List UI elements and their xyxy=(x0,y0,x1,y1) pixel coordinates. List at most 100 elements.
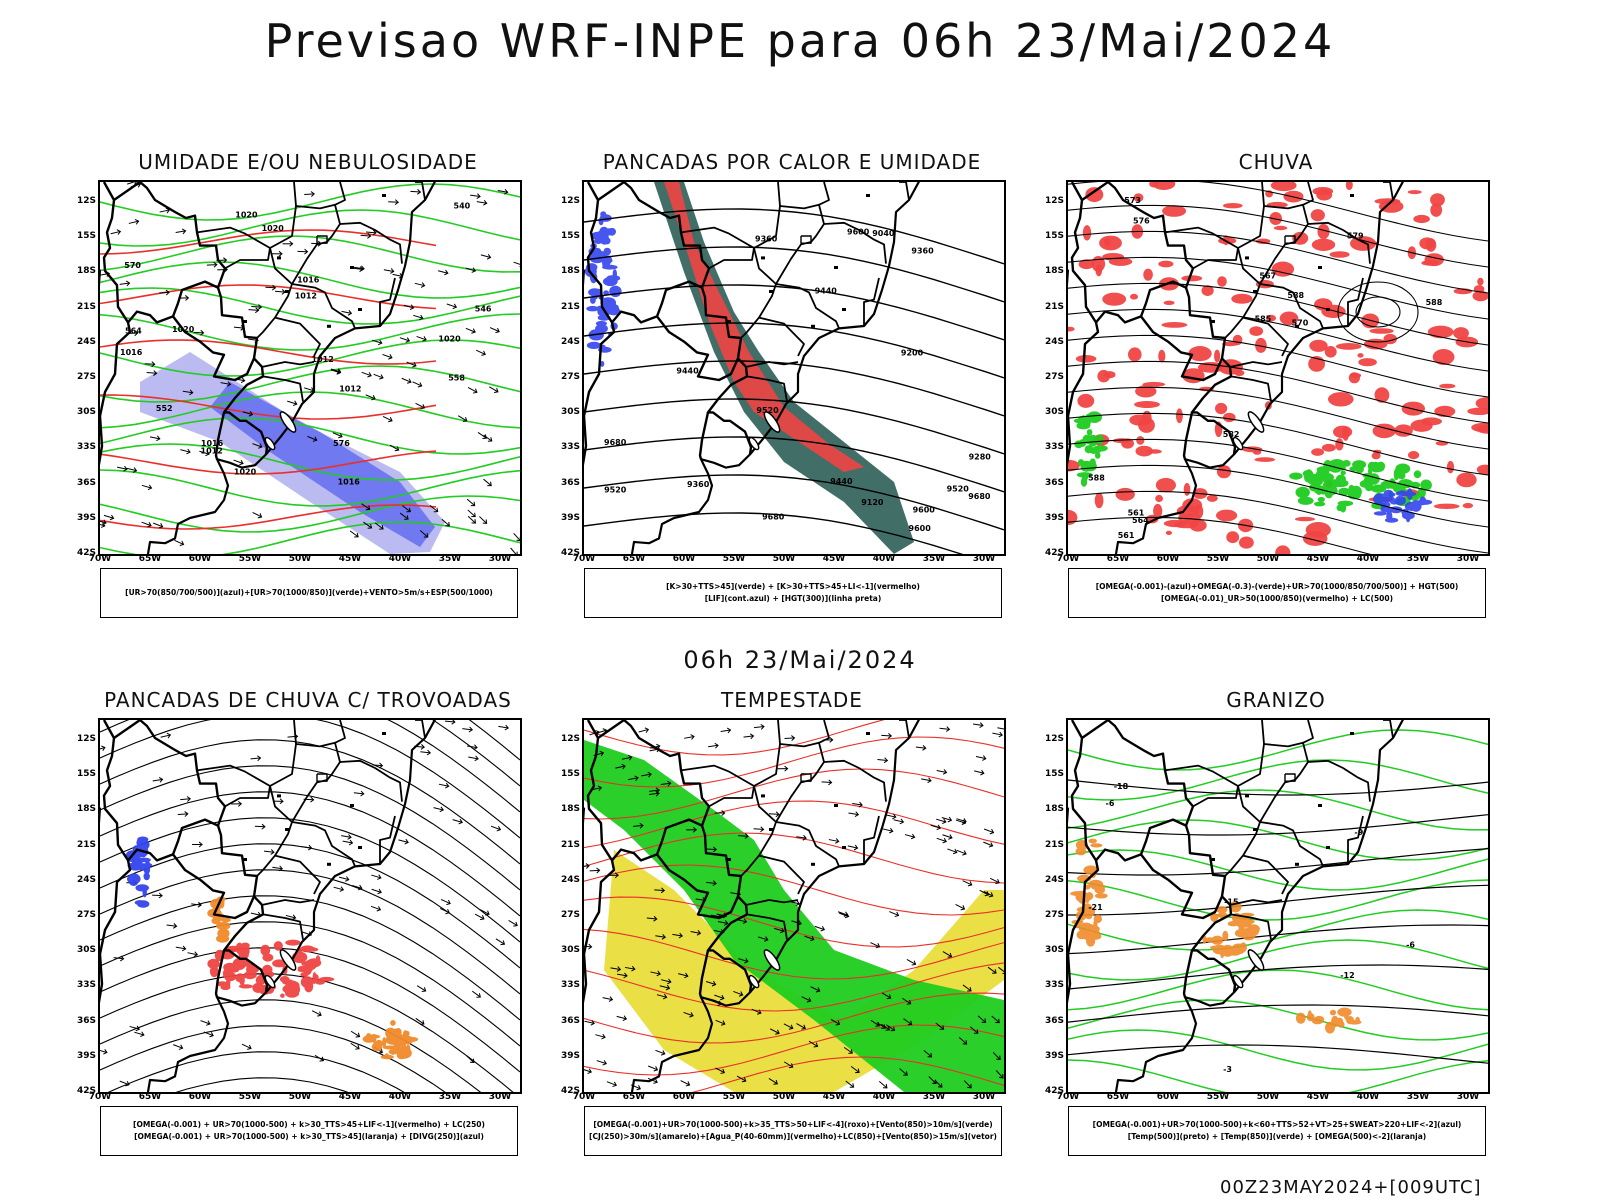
longitude-label: 35W xyxy=(1406,1092,1430,1102)
rain-fill-red xyxy=(1085,187,1104,203)
longitude-label: 65W xyxy=(1106,1092,1130,1102)
political-border xyxy=(584,182,616,466)
political-border xyxy=(746,899,799,906)
latitude-label: 27S xyxy=(1044,910,1064,920)
hgt500-contour xyxy=(1068,412,1488,476)
forecast-time-title: 06h 23/Mai/2024 xyxy=(683,646,917,674)
wind-arrow xyxy=(962,880,973,887)
temp850-contour-green xyxy=(1068,789,1488,831)
wind-arrow xyxy=(991,1015,1000,1024)
temp500-contour-black xyxy=(1068,848,1488,876)
latitude-label: 39S xyxy=(76,1050,96,1061)
longitude-label: 40W xyxy=(388,554,412,564)
wind-arrow xyxy=(398,838,409,845)
wind-arrow xyxy=(845,1080,855,1088)
wind-arrow xyxy=(997,726,1004,732)
reservoir xyxy=(1350,732,1354,735)
wind-arrow xyxy=(383,268,395,274)
lc850-contour-red xyxy=(584,864,1004,916)
wind-arrow xyxy=(956,818,967,824)
map-panel-rain: CHUVA 588 588 585 582 579 576 573 570 567 564 561 56… xyxy=(1044,150,1536,640)
reservoir xyxy=(834,804,838,807)
contour-label: -21 xyxy=(1088,903,1103,912)
wind-arrow xyxy=(349,530,359,538)
wind-arrow xyxy=(804,935,815,942)
wind-arrow xyxy=(199,450,210,457)
wind-arrow xyxy=(360,233,372,239)
political-border xyxy=(1224,247,1261,339)
wind-arrow xyxy=(220,381,232,387)
wind-arrow xyxy=(465,267,477,273)
political-border xyxy=(775,821,840,867)
wind-arrow xyxy=(311,1010,322,1017)
wind-arrow xyxy=(705,980,717,987)
humidity-contour-green xyxy=(100,339,520,377)
political-border xyxy=(339,221,403,264)
wind-arrow xyxy=(153,522,164,529)
wind-arrow xyxy=(412,381,423,388)
wind-arrow xyxy=(332,432,343,439)
wind-arrow xyxy=(401,377,412,384)
wind-arrow xyxy=(777,765,789,772)
wind-arrow xyxy=(406,361,417,368)
map-frame: 1016 1020 1020 1012 1012 1016 1020 1016 1020 1012… xyxy=(98,180,522,556)
political-border xyxy=(1259,203,1309,285)
wind-arrow xyxy=(134,1031,145,1038)
wind-arrow xyxy=(621,754,633,761)
rain-fill-red xyxy=(1094,492,1104,509)
rain-fill-red xyxy=(1309,339,1328,352)
political-border xyxy=(740,785,777,877)
wind-arrow xyxy=(672,932,683,939)
legend-box: [OMEGA(-0.001)-(azul)+OMEGA(-0.3)-(verde… xyxy=(1068,568,1486,618)
contour-label: 1012 xyxy=(312,355,334,364)
hgt500-contour xyxy=(1068,182,1488,242)
wind-arrow xyxy=(119,280,131,287)
lc850-contour-red xyxy=(584,962,1004,1012)
rain-fill-red xyxy=(1456,472,1477,488)
wind-arrow xyxy=(977,1015,987,1023)
wind-arrow xyxy=(638,727,650,733)
wind-arrow xyxy=(341,310,353,316)
temp850-contour-green xyxy=(1068,909,1488,951)
model-run-stamp: 00Z23MAY2024+[009UTC] xyxy=(1220,1177,1482,1198)
legend-line: [UR>70(850/700/500)](azul)+[UR>70(1000/8… xyxy=(125,588,493,597)
contour-label: 9440 xyxy=(815,286,838,295)
wind-arrow xyxy=(606,1081,617,1088)
rain-fill-red xyxy=(1472,290,1488,302)
wind-arrow xyxy=(479,516,488,524)
political-border xyxy=(291,741,341,823)
contour-label: 9120 xyxy=(861,498,884,507)
wind-arrow xyxy=(252,511,263,519)
humidity-contour-green xyxy=(100,417,520,455)
wind-arrow xyxy=(513,261,520,268)
latitude-label: 12S xyxy=(1044,196,1064,206)
longitude-label: 45W xyxy=(822,1092,846,1102)
political-border xyxy=(1242,854,1289,895)
longitude-label: 65W xyxy=(622,554,646,564)
rain-fill-red xyxy=(1369,328,1394,334)
political-border xyxy=(823,759,887,802)
rain-fill-red xyxy=(1165,530,1172,535)
political-border xyxy=(172,825,259,920)
hgt300-contour xyxy=(584,360,1004,417)
latitude-label: 24S xyxy=(560,874,580,885)
rain-fill-red xyxy=(1295,516,1315,522)
wind-arrow xyxy=(936,837,947,844)
wind-arrow xyxy=(992,1051,1001,1061)
wind-arrow xyxy=(100,519,107,526)
wind-arrow xyxy=(632,822,644,829)
lc850-contour-red xyxy=(692,1056,1004,1092)
rain-fill-red xyxy=(1476,464,1488,475)
rain-fill-red xyxy=(1328,392,1354,407)
political-border xyxy=(1259,283,1324,329)
map-panel-convection-heat: PANCADAS POR CALOR E UMIDADE 9680 9600 9520… xyxy=(560,150,1052,640)
rain-fill-red xyxy=(1462,502,1474,509)
wind-arrow xyxy=(921,777,932,784)
reservoir xyxy=(761,794,765,798)
wind-arrow xyxy=(254,823,266,830)
wind-arrow xyxy=(141,484,153,491)
wind-arrow xyxy=(936,769,948,775)
rain-fill-red xyxy=(1311,448,1324,456)
political-border xyxy=(256,785,293,877)
latitude-label: 30S xyxy=(560,407,580,418)
